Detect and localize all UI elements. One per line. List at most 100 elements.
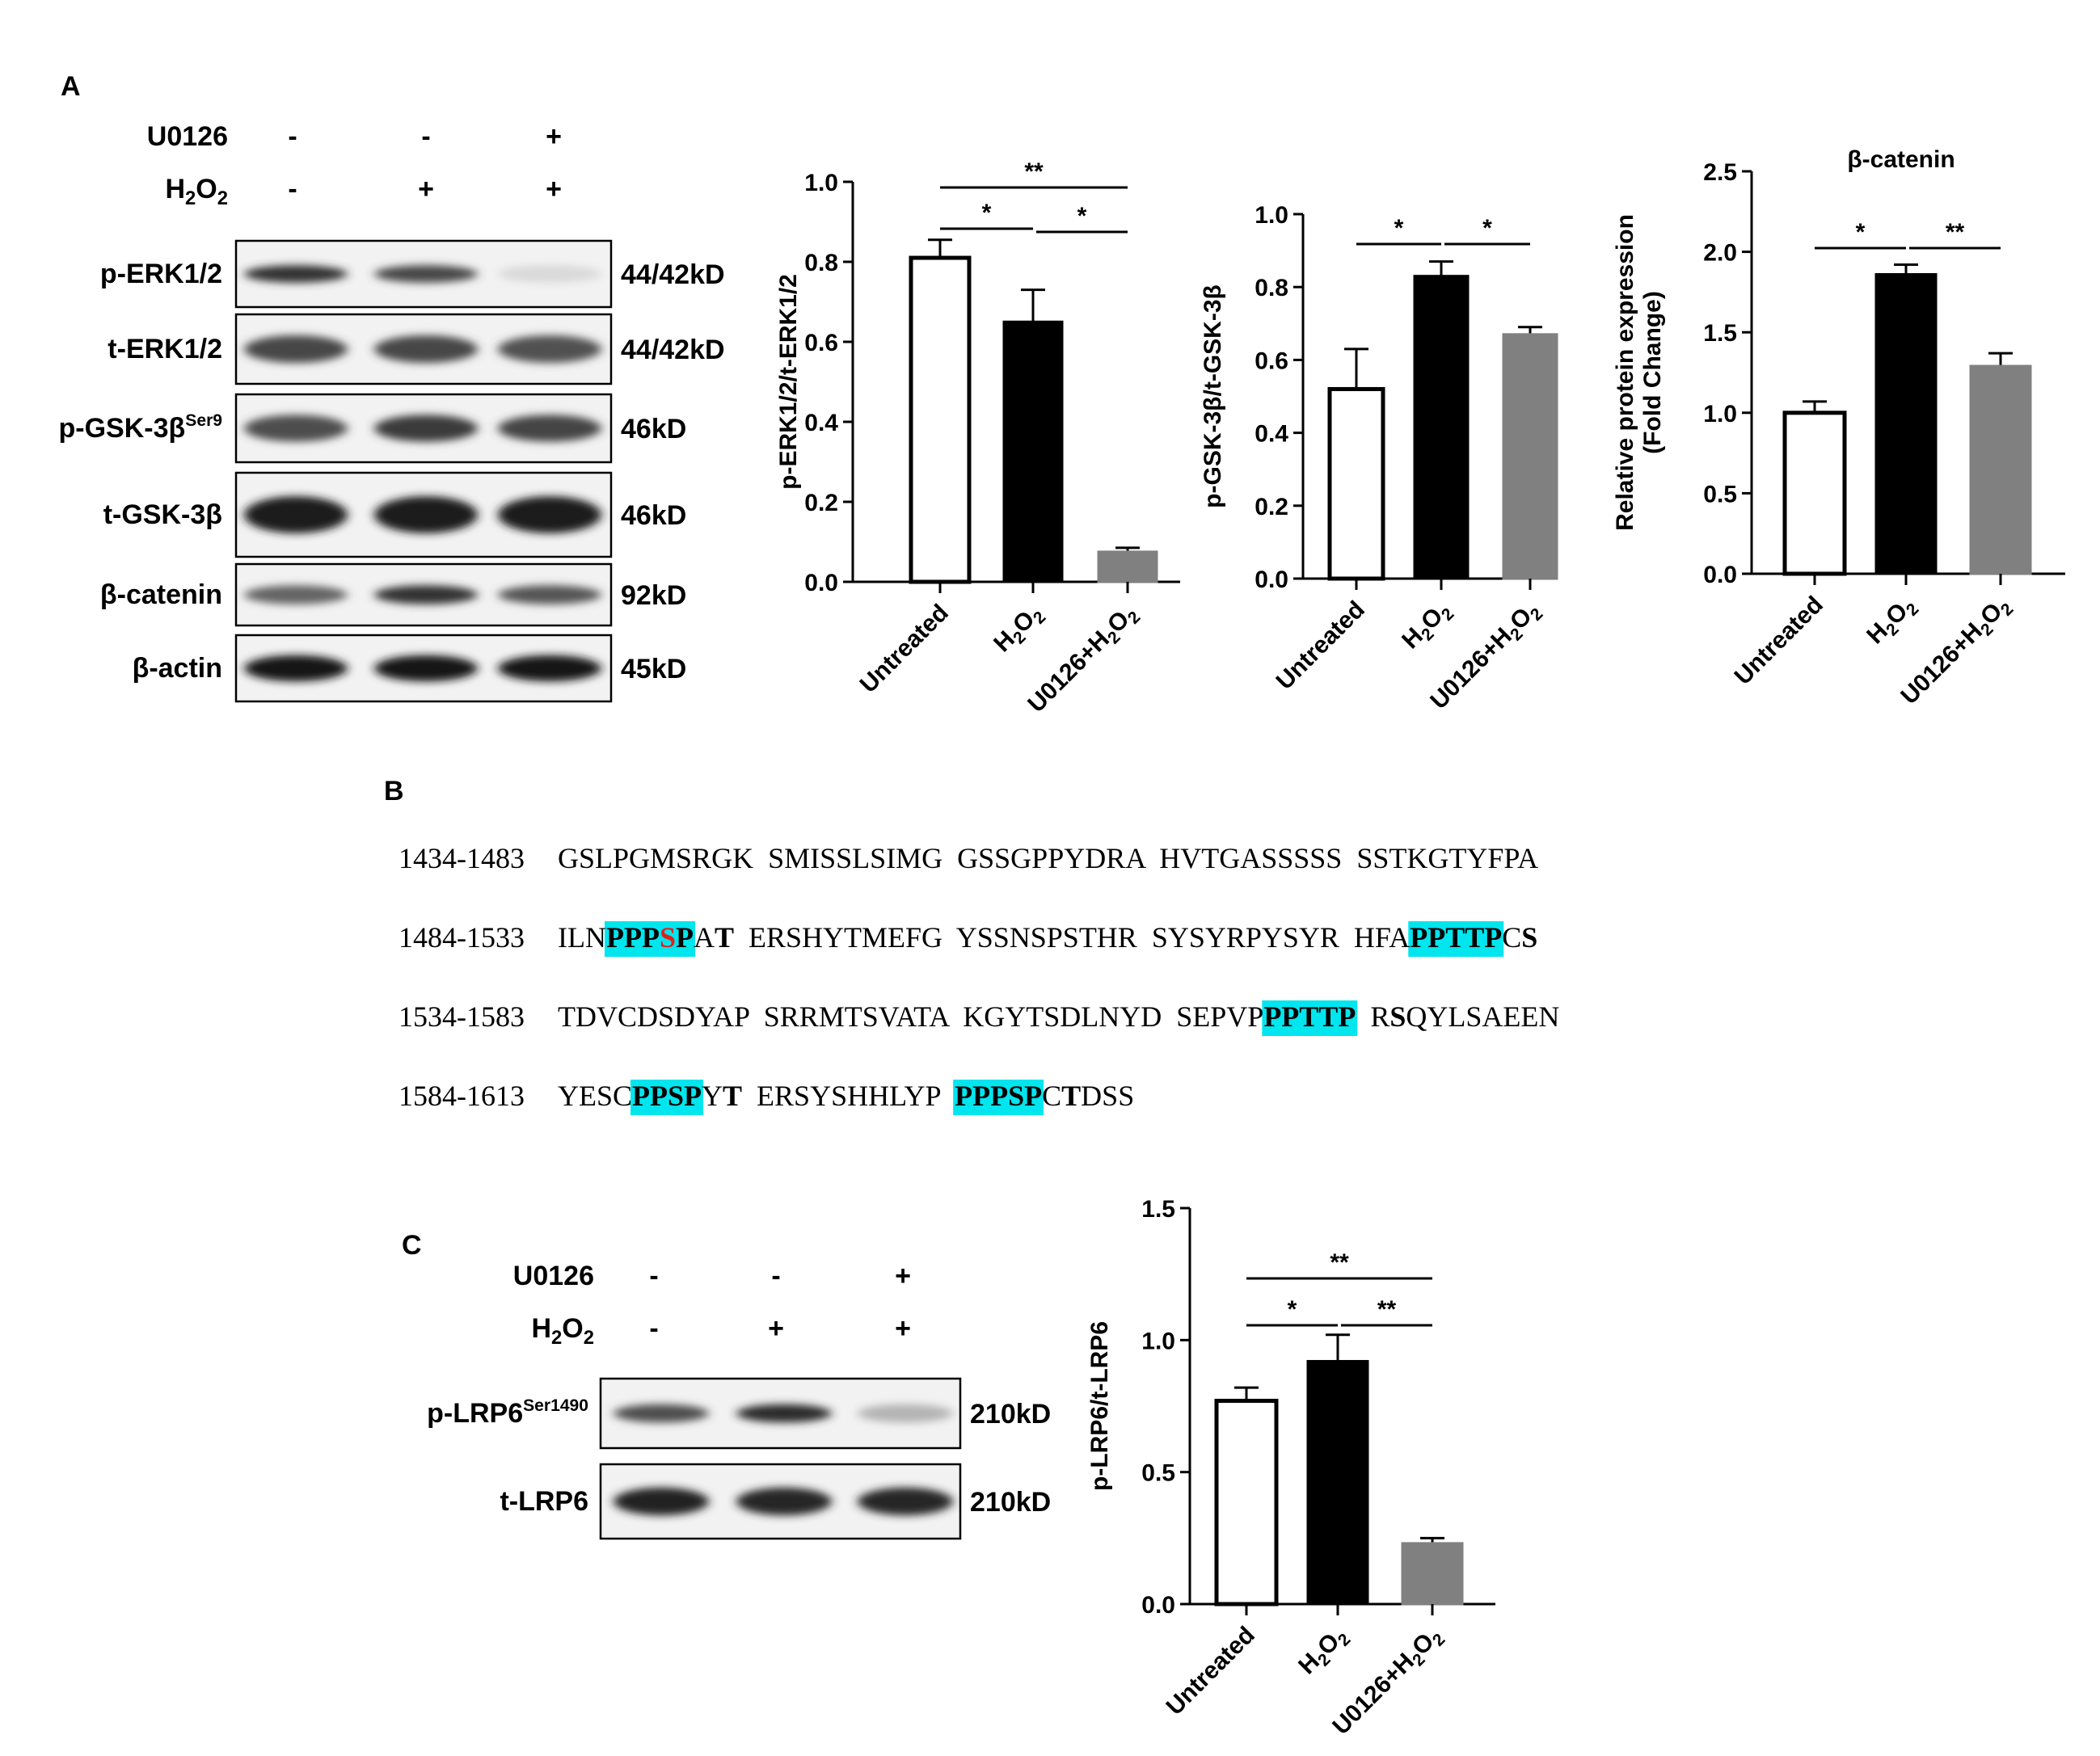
sequence-segment: C — [1042, 1080, 1061, 1112]
blot-band — [498, 415, 601, 442]
treatment-name: H — [531, 1313, 551, 1344]
motif-highlight: PPP — [606, 921, 660, 954]
sequence-line: YESCPPSPYT ERSYSHHLYP PPPSPCTDSS — [558, 1080, 1134, 1112]
treatment-mark: - — [771, 1261, 780, 1291]
y-tick-label: 0.4 — [804, 410, 838, 436]
bar — [1097, 550, 1158, 583]
bar — [1327, 386, 1385, 581]
y-tick-label: 0.2 — [1255, 494, 1288, 520]
treatment-label: H2O2 — [165, 174, 228, 209]
significance-label: * — [982, 200, 992, 226]
protein-name: p-GSK-3β — [59, 413, 186, 444]
protein-name: β-actin — [133, 653, 222, 684]
y-axis-label-2: (Fold Change) — [1639, 291, 1666, 454]
protein-name: p-ERK1/2 — [100, 259, 222, 289]
treatment-mark: + — [546, 121, 562, 152]
y-tick-label: 2.0 — [1703, 240, 1737, 267]
sequence-segment: Y — [702, 1080, 723, 1112]
sequence-segment: ERSYSHHLYP — [742, 1080, 955, 1112]
blot-row-label: t-ERK1/2 — [108, 334, 222, 364]
panel-labels: A B C — [61, 71, 422, 1261]
motif-highlight: PPPSP — [955, 1080, 1042, 1112]
panel-b-sequence: 1434-1483 GSLPGMSRGK SMISSLSIMG GSSGPPYDR… — [398, 842, 1559, 1115]
significance-label: ** — [1330, 1249, 1349, 1276]
panel-label-b: B — [384, 776, 404, 806]
sequence-line: ILNPPPSPAT ERSHYTMEFG YSSNSPSTHR SYSYRPY… — [558, 921, 1537, 954]
x-tick-label: Untreated — [1162, 1622, 1260, 1720]
superscript: Ser1490 — [523, 1396, 588, 1415]
molecular-weight: 46kD — [621, 500, 686, 531]
bar — [1306, 1359, 1369, 1606]
y-axis-label: Relative protein expression — [1612, 214, 1638, 531]
sequence-segment: S — [1389, 1000, 1406, 1033]
blot-band — [858, 1487, 953, 1516]
significance-label: * — [1077, 203, 1087, 230]
blot-band — [498, 496, 601, 533]
blot-band — [498, 655, 601, 682]
x-tick-label: Untreated — [1730, 592, 1828, 690]
y-axis-label: p-ERK1/2/t-ERK1/2 — [775, 274, 802, 490]
sequence-segment: TDVCDSDYAP SRRMTSVATA KGYTSDLNYD SEPVP — [558, 1000, 1263, 1033]
label-part: U0126+H — [1327, 1649, 1419, 1741]
x-tick-label: H2O2 — [989, 600, 1049, 660]
chart-title: β-catenin — [1847, 146, 1955, 173]
bar — [1782, 411, 1847, 576]
motif-highlight-box — [1262, 1000, 1358, 1036]
protein-name: t-GSK-3β — [103, 499, 222, 530]
blot-band — [374, 415, 478, 442]
protein-name: t-LRP6 — [500, 1486, 588, 1517]
bar — [909, 255, 972, 584]
x-tick-label: H2O2 — [1397, 596, 1457, 657]
molecular-weight: 44/42kD — [621, 259, 725, 290]
subscript: 2 — [185, 187, 196, 209]
subscript: 2 — [551, 1327, 562, 1349]
molecular-weight: 210kD — [970, 1399, 1051, 1430]
bar — [1874, 272, 1938, 575]
x-tick-label: Untreated — [855, 600, 954, 698]
treatment-mark: - — [288, 174, 297, 204]
blot-band — [498, 585, 601, 604]
treatment-label: U0126 — [513, 1261, 594, 1291]
molecular-weight: 44/42kD — [621, 335, 725, 365]
blot-row-label: β-catenin — [100, 579, 222, 610]
label-part: U0126+H — [1425, 623, 1517, 715]
y-axis-label: p-GSK-3β/t-GSK-3β — [1200, 284, 1226, 508]
panel-label-a: A — [61, 71, 81, 102]
blot-row-label: t-GSK-3β — [103, 499, 222, 530]
treatment-label: H2O2 — [531, 1313, 594, 1349]
y-tick-label: 0.8 — [804, 250, 838, 276]
blot-band — [374, 585, 478, 604]
treatment-label: U0126 — [147, 121, 228, 152]
sequence-segment: A — [694, 921, 715, 954]
y-tick-label: 0.8 — [1255, 275, 1288, 301]
y-tick-label: 1.0 — [804, 170, 838, 196]
x-tick-label: H2O2 — [1862, 592, 1922, 652]
y-tick-label: 1.0 — [1255, 202, 1288, 229]
y-tick-label: 0.0 — [1703, 562, 1737, 588]
blot-band — [244, 655, 348, 682]
sequence-segment: YESC — [558, 1080, 632, 1112]
y-tick-label: 2.5 — [1703, 159, 1737, 186]
sequence-segment: R — [1356, 1000, 1389, 1033]
motif-highlight: P — [676, 921, 694, 954]
sequence-segment: T — [715, 921, 734, 954]
sequence-segment: T — [1061, 1080, 1081, 1112]
blot-row-label: p-ERK1/2 — [100, 259, 222, 289]
subscript: 2 — [217, 187, 228, 209]
y-tick-label: 1.0 — [1703, 401, 1737, 427]
treatment-name: O — [562, 1313, 583, 1344]
treatment-mark: - — [649, 1261, 658, 1291]
x-tick-label: Untreated — [1271, 596, 1370, 695]
protein-name: β-catenin — [100, 579, 222, 610]
blot-row-label: p-LRP6Ser1490 — [427, 1396, 588, 1429]
sequence-line: GSLPGMSRGK SMISSLSIMG GSSGPPYDRA HVTGASS… — [558, 842, 1538, 874]
y-tick-label: 1.0 — [1141, 1328, 1175, 1354]
bar — [1502, 333, 1558, 580]
y-tick-label: 0.0 — [1141, 1592, 1175, 1619]
sequence-range: 1434-1483 — [398, 842, 525, 874]
blot-band — [614, 1487, 709, 1516]
sequence-range: 1534-1583 — [398, 1000, 525, 1033]
sequence-range: 1484-1533 — [398, 921, 525, 954]
blot-band — [498, 335, 601, 364]
